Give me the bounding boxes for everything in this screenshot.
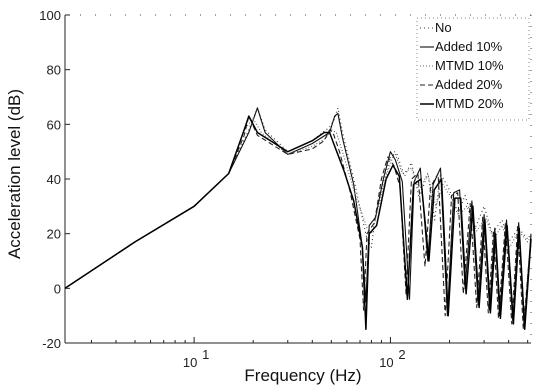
y-axis: -20 0 20 40 60 80 100 [39,8,70,351]
legend-label: Added 20% [435,77,503,92]
y-tick-label: -20 [42,336,61,351]
series-line-4 [64,115,532,331]
legend-label: Added 10% [435,39,503,54]
x-tick-exponent: 1 [202,347,209,362]
x-axis: 10 1 10 2 [90,337,529,370]
x-tick-exponent: 2 [398,347,405,362]
legend: No Added 10% MTMD 10% Added 20% MTMD 20% [416,17,530,121]
y-tick-label: 0 [54,281,61,296]
legend-box [416,17,530,121]
y-tick-label: 20 [47,227,61,242]
legend-label: MTMD 20% [435,96,504,111]
y-tick-label: 60 [47,117,61,132]
series-layer [64,107,532,331]
x-tick-label: 10 [183,355,197,370]
x-axis-title: Frequency (Hz) [244,366,361,385]
y-tick-label: 80 [47,63,61,78]
legend-label: MTMD 10% [435,58,504,73]
legend-label: No [435,20,452,35]
y-tick-label: 40 [47,172,61,187]
y-axis-title: Acceleration level (dB) [5,89,24,259]
y-tick-label: 100 [39,8,61,23]
x-tick-label: 10 [379,355,393,370]
